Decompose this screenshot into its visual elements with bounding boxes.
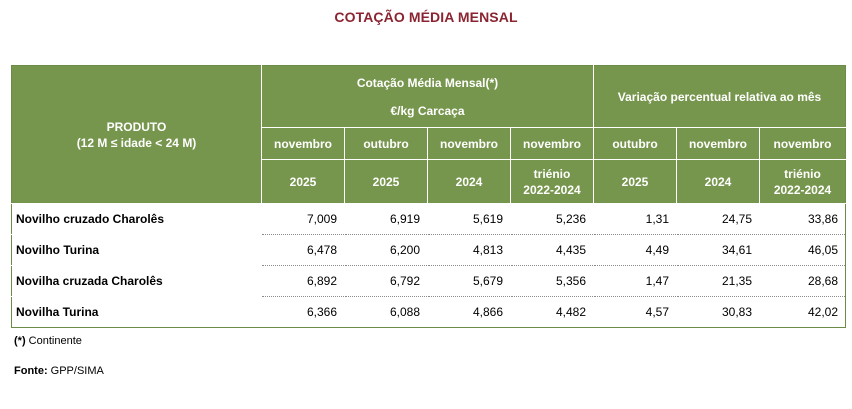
value-cell: 28,68 bbox=[758, 265, 847, 297]
col-year: 2025 bbox=[261, 159, 345, 204]
value-cell: 5,356 bbox=[510, 265, 594, 297]
product-name: Novilho Turina bbox=[11, 234, 262, 266]
group-header-cotacao-line2: €/kg Carcaça bbox=[390, 103, 465, 118]
value-cell: 6,919 bbox=[344, 203, 428, 235]
value-cell: 6,200 bbox=[344, 234, 428, 266]
footnote-text: Continente bbox=[25, 335, 82, 347]
value-cell: 5,679 bbox=[427, 265, 511, 297]
table-row: Novilho Turina 6,478 6,200 4,813 4,435 4… bbox=[11, 234, 847, 266]
value-cell: 30,83 bbox=[676, 296, 760, 328]
col-month: novembro bbox=[427, 127, 511, 160]
value-cell: 4,482 bbox=[510, 296, 594, 328]
value-cell: 33,86 bbox=[758, 203, 847, 235]
produto-header: PRODUTO (12 M ≤ idade < 24 M) bbox=[11, 65, 262, 204]
group-header-variacao: Variação percentual relativa ao mês bbox=[592, 65, 847, 128]
value-cell: 4,866 bbox=[427, 296, 511, 328]
value-cell: 4,813 bbox=[427, 234, 511, 266]
col-year: triénio 2022-2024 bbox=[758, 159, 847, 204]
col-month: novembro bbox=[758, 127, 847, 160]
col-year-line1: triénio bbox=[784, 166, 821, 181]
footnote-mark: (*) bbox=[14, 335, 26, 347]
col-year: 2024 bbox=[427, 159, 511, 204]
value-cell: 5,619 bbox=[427, 203, 511, 235]
value-cell: 21,35 bbox=[676, 265, 760, 297]
product-name: Novilha cruzada Charolês bbox=[11, 265, 262, 297]
group-header-cotacao-line1: Cotação Média Mensal(*) bbox=[356, 75, 499, 90]
value-cell: 6,366 bbox=[261, 296, 345, 328]
product-name: Novilho cruzado Charolês bbox=[11, 203, 262, 235]
col-month: outubro bbox=[593, 127, 677, 160]
footnote-continente: (*) Continente bbox=[14, 335, 82, 347]
value-cell: 4,435 bbox=[510, 234, 594, 266]
source-note: Fonte: GPP/SIMA bbox=[14, 365, 104, 377]
source-value: GPP/SIMA bbox=[47, 365, 104, 377]
value-cell: 6,088 bbox=[344, 296, 428, 328]
produto-label: PRODUTO bbox=[106, 119, 167, 134]
group-header-cotacao: Cotação Média Mensal(*) €/kg Carcaça bbox=[261, 65, 594, 128]
value-cell: 46,05 bbox=[758, 234, 847, 266]
table-row: Novilha Turina 6,366 6,088 4,866 4,482 4… bbox=[11, 296, 847, 328]
col-year: 2025 bbox=[593, 159, 677, 204]
col-year-line1: triénio bbox=[533, 166, 571, 181]
value-cell: 5,236 bbox=[510, 203, 594, 235]
value-cell: 6,892 bbox=[261, 265, 345, 297]
col-year: triénio 2022-2024 bbox=[510, 159, 594, 204]
value-cell: 42,02 bbox=[758, 296, 847, 328]
value-cell: 1,31 bbox=[593, 203, 677, 235]
table-row: Novilha cruzada Charolês 6,892 6,792 5,6… bbox=[11, 265, 847, 297]
col-month: novembro bbox=[261, 127, 345, 160]
col-month: outubro bbox=[344, 127, 428, 160]
source-label: Fonte: bbox=[14, 365, 48, 377]
price-table: PRODUTO (12 M ≤ idade < 24 M) Cotação Mé… bbox=[11, 65, 847, 328]
col-year-line2: 2022-2024 bbox=[773, 182, 832, 197]
col-month: novembro bbox=[510, 127, 594, 160]
col-month: novembro bbox=[676, 127, 760, 160]
product-name: Novilha Turina bbox=[11, 296, 262, 328]
value-cell: 34,61 bbox=[676, 234, 760, 266]
col-year: 2025 bbox=[344, 159, 428, 204]
value-cell: 4,57 bbox=[593, 296, 677, 328]
value-cell: 24,75 bbox=[676, 203, 760, 235]
page-title: COTAÇÃO MÉDIA MENSAL bbox=[334, 9, 518, 25]
col-year: 2024 bbox=[676, 159, 760, 204]
value-cell: 6,792 bbox=[344, 265, 428, 297]
produto-sublabel: (12 M ≤ idade < 24 M) bbox=[76, 135, 197, 150]
value-cell: 7,009 bbox=[261, 203, 345, 235]
col-year-line2: 2022-2024 bbox=[523, 182, 581, 197]
table-row: Novilho cruzado Charolês 7,009 6,919 5,6… bbox=[11, 203, 847, 235]
value-cell: 4,49 bbox=[593, 234, 677, 266]
value-cell: 6,478 bbox=[261, 234, 345, 266]
value-cell: 1,47 bbox=[593, 265, 677, 297]
group-header-variacao-label: Variação percentual relativa ao mês bbox=[617, 89, 822, 104]
